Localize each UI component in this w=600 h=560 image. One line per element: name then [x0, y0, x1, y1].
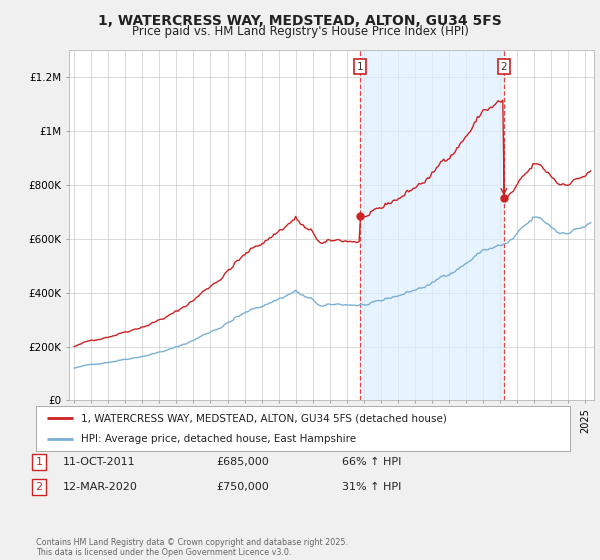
- Text: HPI: Average price, detached house, East Hampshire: HPI: Average price, detached house, East…: [82, 433, 356, 444]
- Text: 1, WATERCRESS WAY, MEDSTEAD, ALTON, GU34 5FS (detached house): 1, WATERCRESS WAY, MEDSTEAD, ALTON, GU34…: [82, 413, 447, 423]
- Text: Contains HM Land Registry data © Crown copyright and database right 2025.
This d: Contains HM Land Registry data © Crown c…: [36, 538, 348, 557]
- Text: 1: 1: [35, 457, 43, 467]
- Text: 2: 2: [35, 482, 43, 492]
- Bar: [361, 50, 504, 400]
- Text: £750,000: £750,000: [216, 482, 269, 492]
- Text: 2: 2: [500, 62, 507, 72]
- Text: 12-MAR-2020: 12-MAR-2020: [63, 482, 138, 492]
- Text: 1: 1: [357, 62, 364, 72]
- Text: 1, WATERCRESS WAY, MEDSTEAD, ALTON, GU34 5FS: 1, WATERCRESS WAY, MEDSTEAD, ALTON, GU34…: [98, 14, 502, 28]
- Text: 11-OCT-2011: 11-OCT-2011: [63, 457, 136, 467]
- Text: 66% ↑ HPI: 66% ↑ HPI: [342, 457, 401, 467]
- Text: 31% ↑ HPI: 31% ↑ HPI: [342, 482, 401, 492]
- Text: Price paid vs. HM Land Registry's House Price Index (HPI): Price paid vs. HM Land Registry's House …: [131, 25, 469, 38]
- Text: £685,000: £685,000: [216, 457, 269, 467]
